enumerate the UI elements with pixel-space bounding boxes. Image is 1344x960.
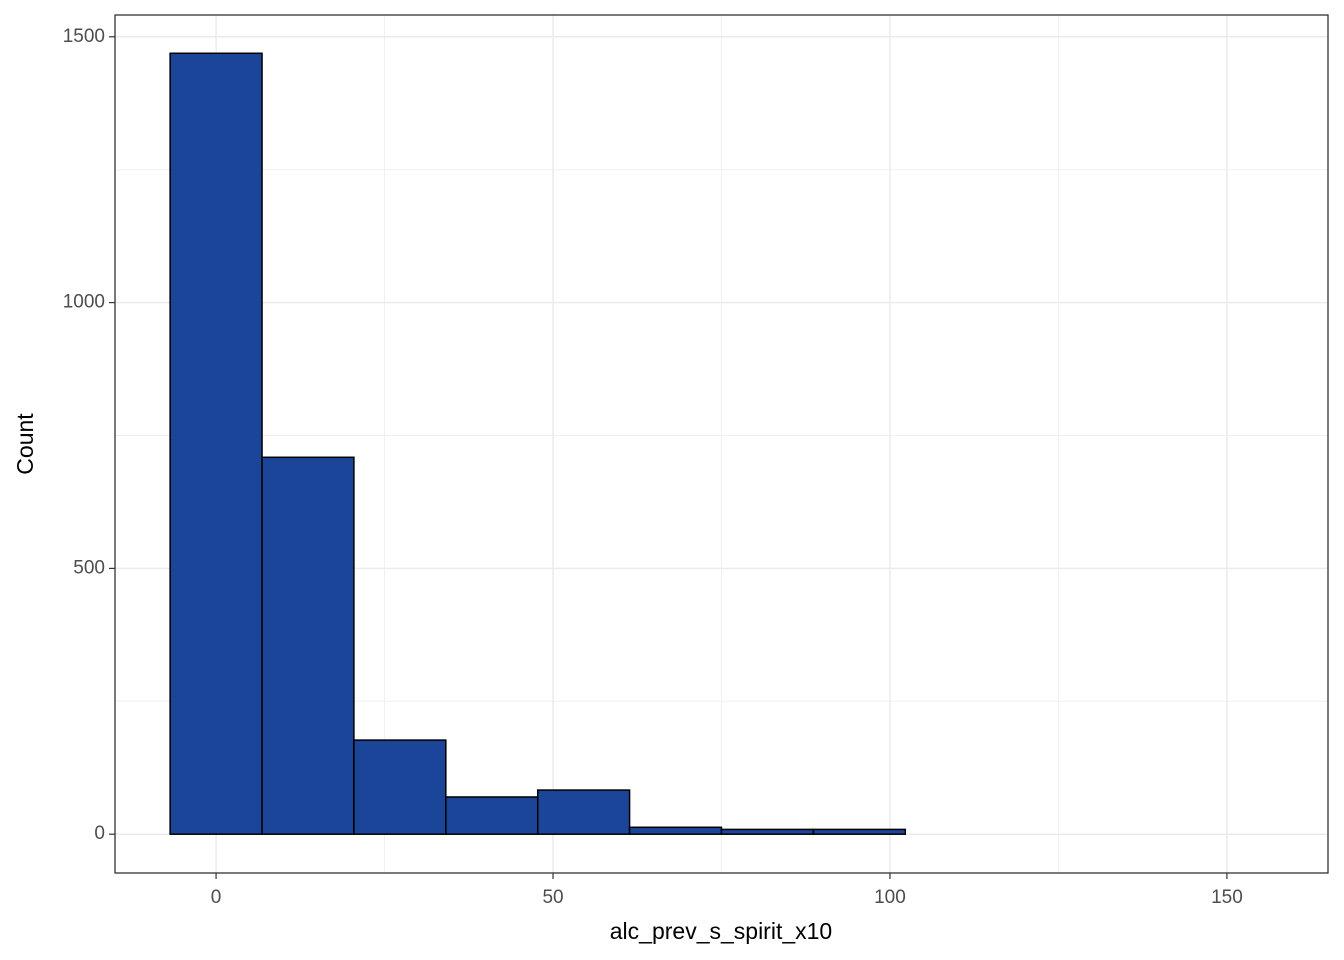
bar bbox=[445, 796, 539, 835]
x-tick-label: 100 bbox=[874, 887, 906, 908]
bar bbox=[169, 52, 263, 835]
bar bbox=[812, 828, 907, 835]
y-axis-title: Count bbox=[12, 413, 38, 475]
x-tick-label: 0 bbox=[211, 887, 222, 908]
bar bbox=[536, 789, 631, 835]
y-tick-label: 1000 bbox=[63, 292, 105, 313]
bar bbox=[628, 826, 723, 835]
y-tick-label: 500 bbox=[73, 557, 105, 578]
bar bbox=[261, 456, 355, 835]
x-axis-title: alc_prev_s_spirit_x10 bbox=[610, 918, 832, 944]
bar bbox=[353, 739, 447, 835]
y-tick-label: 0 bbox=[94, 823, 105, 844]
x-tick-label: 50 bbox=[542, 887, 563, 908]
panel-border bbox=[114, 14, 1329, 874]
y-tick-label: 1500 bbox=[63, 26, 105, 47]
bar bbox=[720, 828, 815, 835]
x-tick-label: 150 bbox=[1211, 887, 1243, 908]
